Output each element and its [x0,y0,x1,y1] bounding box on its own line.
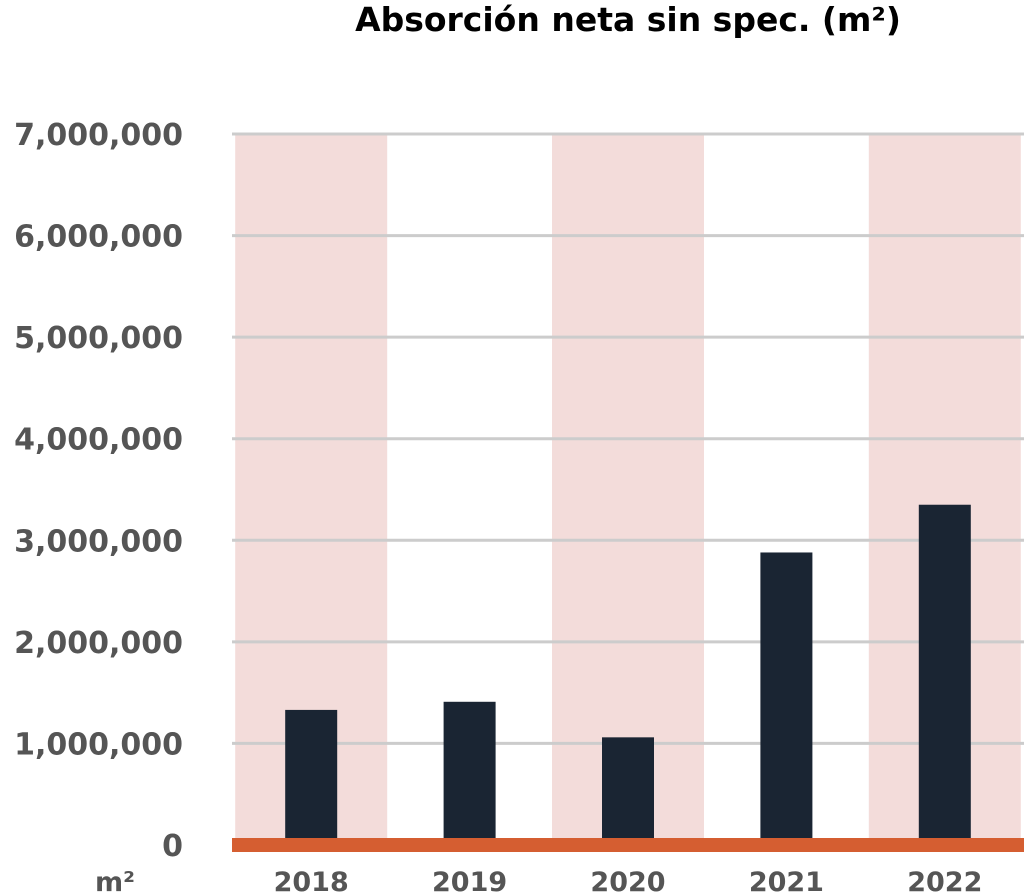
y-unit-label: m² [95,867,135,896]
y-tick-label-0: 0 [162,829,183,864]
baseline-group [232,838,1024,852]
bar-2018 [285,709,338,845]
y-tick-label-4000000: 4,000,000 [14,423,183,458]
x-tick-labels: 2018 2019 2020 2021 2022 [274,867,983,896]
x-tick-label-2022: 2022 [907,867,982,896]
category-bands [235,134,1021,845]
bar-2019 [443,701,496,845]
y-tick-label-2000000: 2,000,000 [14,626,183,661]
bar-2022 [918,504,971,845]
x-tick-label-2021: 2021 [749,867,824,896]
baseline [232,838,1024,852]
chart-title: Absorción neta sin spec. (m²) [355,0,901,39]
y-tick-label-7000000: 7,000,000 [14,118,183,153]
y-tick-label-1000000: 1,000,000 [14,727,183,762]
y-tick-label-6000000: 6,000,000 [14,220,183,255]
bar-2020 [602,737,654,845]
x-tick-label-2020: 2020 [590,867,665,896]
x-tick-label-2018: 2018 [274,867,349,896]
y-tick-label-3000000: 3,000,000 [14,524,183,559]
bars [285,504,971,845]
bar-2021 [760,552,813,845]
y-tick-labels: 0 1,000,000 2,000,000 3,000,000 4,000,000 5,0… [14,118,183,864]
x-tick-label-2019: 2019 [432,867,507,896]
category-band-2020 [552,134,704,845]
y-tick-label-5000000: 5,000,000 [14,321,183,356]
